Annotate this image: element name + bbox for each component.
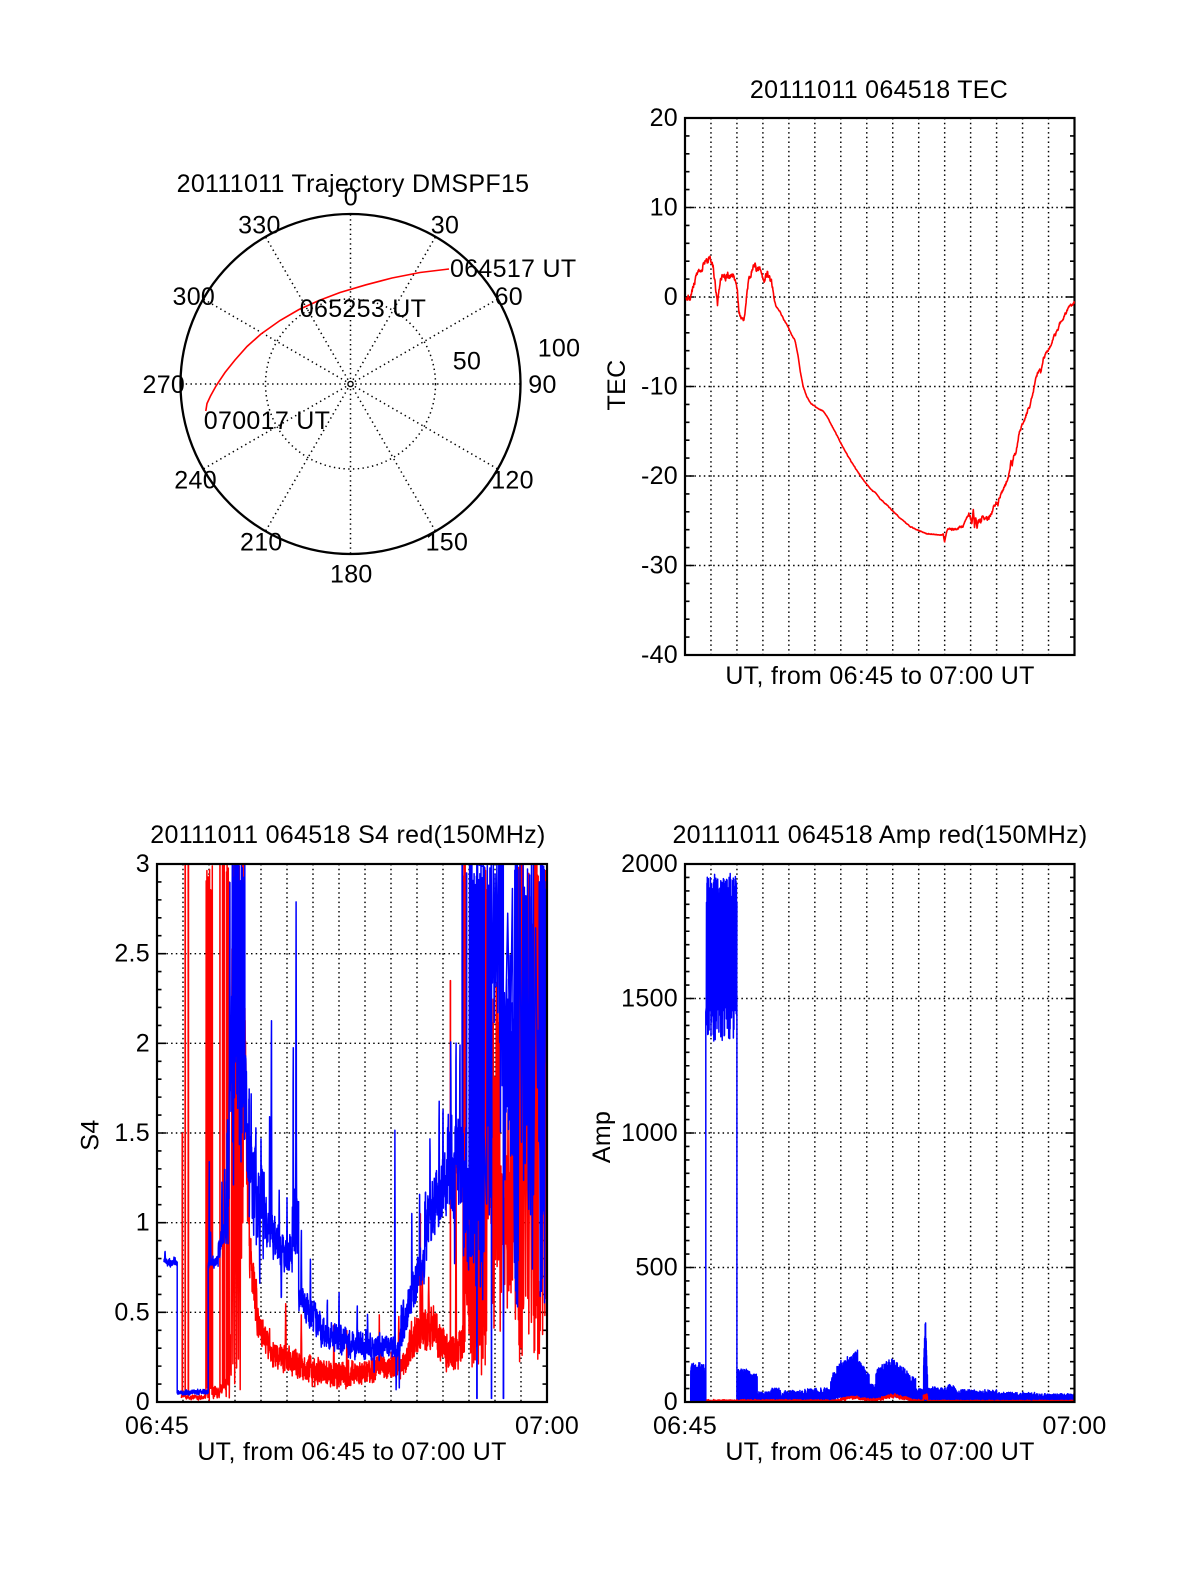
svg-text:UT, from 06:45 to 07:00 UT: UT, from 06:45 to 07:00 UT	[725, 662, 1034, 690]
svg-text:06:45: 06:45	[125, 1412, 189, 1440]
svg-text:60: 60	[495, 283, 523, 311]
svg-text:S4: S4	[77, 1119, 105, 1150]
svg-text:20111011 Trajectory DMSPF15: 20111011 Trajectory DMSPF15	[177, 170, 530, 198]
svg-text:UT, from 06:45 to 07:00 UT: UT, from 06:45 to 07:00 UT	[197, 1438, 506, 1466]
svg-text:070017 UT: 070017 UT	[204, 407, 330, 435]
svg-text:07:00: 07:00	[515, 1412, 579, 1440]
svg-text:1.5: 1.5	[114, 1119, 150, 1147]
svg-text:150: 150	[426, 528, 469, 556]
svg-text:-10: -10	[641, 373, 678, 401]
svg-text:240: 240	[174, 467, 217, 495]
svg-text:20111011 064518 TEC: 20111011 064518 TEC	[750, 76, 1008, 104]
svg-text:064517 UT: 064517 UT	[450, 255, 576, 283]
svg-text:2000: 2000	[621, 850, 678, 878]
svg-text:0: 0	[664, 283, 678, 311]
svg-text:120: 120	[491, 467, 534, 495]
svg-text:90: 90	[528, 371, 556, 399]
svg-text:270: 270	[142, 371, 185, 399]
svg-text:10: 10	[650, 194, 678, 222]
svg-text:210: 210	[240, 528, 283, 556]
svg-text:50: 50	[453, 348, 481, 376]
svg-text:-40: -40	[641, 641, 678, 669]
svg-text:3: 3	[136, 850, 150, 878]
svg-text:500: 500	[635, 1254, 678, 1282]
svg-text:180: 180	[330, 560, 373, 588]
svg-text:20: 20	[650, 104, 678, 132]
svg-text:0: 0	[136, 1388, 150, 1416]
svg-text:2: 2	[136, 1029, 150, 1057]
svg-text:20111011 064518 S4 red(150MHz): 20111011 064518 S4 red(150MHz)	[150, 821, 545, 849]
svg-text:2.5: 2.5	[114, 940, 150, 968]
svg-text:TEC: TEC	[603, 360, 631, 411]
svg-text:1500: 1500	[621, 985, 678, 1013]
svg-text:Amp: Amp	[588, 1111, 616, 1163]
svg-text:07:00: 07:00	[1042, 1412, 1106, 1440]
svg-text:-20: -20	[641, 462, 678, 490]
svg-text:0: 0	[664, 1388, 678, 1416]
svg-text:1: 1	[136, 1209, 150, 1237]
svg-text:065253 UT: 065253 UT	[300, 295, 426, 323]
svg-text:100: 100	[538, 335, 581, 363]
svg-text:06:45: 06:45	[653, 1412, 717, 1440]
svg-text:330: 330	[238, 212, 281, 240]
svg-text:20111011 064518 Amp red(150MHz: 20111011 064518 Amp red(150MHz)	[672, 821, 1087, 849]
svg-text:30: 30	[431, 212, 459, 240]
svg-text:UT, from 06:45 to 07:00 UT: UT, from 06:45 to 07:00 UT	[725, 1438, 1034, 1466]
svg-text:-30: -30	[641, 552, 678, 580]
svg-text:0.5: 0.5	[114, 1298, 150, 1326]
svg-text:0: 0	[344, 184, 358, 212]
svg-text:1000: 1000	[621, 1119, 678, 1147]
svg-text:300: 300	[172, 283, 215, 311]
